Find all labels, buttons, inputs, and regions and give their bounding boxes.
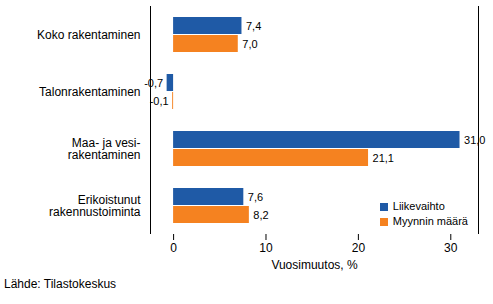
svg-text:-0,7: -0,7 (144, 77, 163, 89)
html-text:Lähde: Tilastokeskus: Lähde: Tilastokeskus (4, 277, 117, 291)
svg-text:7,6: 7,6 (248, 191, 263, 203)
svg-text:21,1: 21,1 (373, 152, 394, 164)
svg-text:20: 20 (352, 241, 366, 255)
svg-text:10: 10 (259, 241, 273, 255)
svg-text:Maa- ja vesi-rakentaminen: Maa- ja vesi-rakentaminen (68, 136, 141, 162)
svg-text:8,2: 8,2 (253, 209, 268, 221)
svg-text:Koko rakentaminen: Koko rakentaminen (37, 28, 140, 42)
svg-text:Talonrakentaminen: Talonrakentaminen (39, 85, 140, 99)
html-text:Myynnin määrä: Myynnin määrä (392, 215, 468, 227)
svg-text:-0,1: -0,1 (150, 95, 169, 107)
svg-text:30: 30 (444, 241, 458, 255)
svg-text:0: 0 (170, 241, 177, 255)
svg-text:7,4: 7,4 (246, 20, 261, 32)
html-text:Liikevaihto: Liikevaihto (392, 200, 445, 212)
svg-text:Vuosimuutos, %: Vuosimuutos, % (271, 258, 358, 272)
svg-text:Erikoistunutrakennustoiminta: Erikoistunutrakennustoiminta (49, 193, 141, 219)
svg-text:7,0: 7,0 (242, 38, 257, 50)
svg-text:31,0: 31,0 (464, 134, 485, 146)
